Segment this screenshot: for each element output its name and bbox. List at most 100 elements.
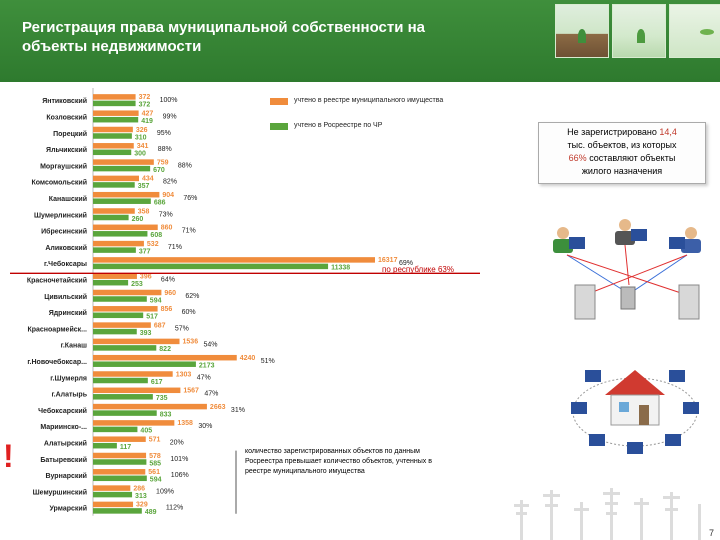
percent-label: 76% bbox=[183, 195, 197, 202]
bar-registry bbox=[93, 240, 144, 247]
bar-registry bbox=[93, 143, 134, 149]
category-label: Яльчикский bbox=[46, 146, 87, 154]
percent-label: 109% bbox=[156, 488, 174, 495]
category-label: Урмарский bbox=[49, 505, 87, 513]
percent-label: 112% bbox=[166, 505, 183, 512]
value-label-registry: 687 bbox=[154, 322, 166, 329]
category-label: г.Шумерля bbox=[50, 375, 87, 382]
value-label-registry: 434 bbox=[142, 176, 154, 183]
bar-rosreestr bbox=[93, 328, 137, 335]
value-label-registry: 532 bbox=[147, 241, 159, 248]
category-label: Чебоксарский bbox=[38, 407, 87, 415]
percent-label: 31% bbox=[231, 407, 245, 414]
bar-rosreestr bbox=[93, 100, 136, 107]
bar-registry bbox=[93, 94, 136, 100]
bar-rosreestr bbox=[93, 231, 148, 237]
value-label-rosreestr: 594 bbox=[150, 297, 162, 304]
bar-registry bbox=[93, 273, 137, 279]
bar-rosreestr bbox=[93, 442, 117, 449]
percent-label: 106% bbox=[171, 472, 189, 479]
bar-registry bbox=[93, 306, 158, 312]
value-label-rosreestr: 608 bbox=[150, 232, 162, 239]
bar-registry bbox=[93, 110, 139, 116]
value-label-registry: 16317 bbox=[378, 257, 398, 264]
percent-label: 88% bbox=[158, 146, 172, 153]
value-label-rosreestr: 419 bbox=[141, 118, 153, 125]
bar-registry bbox=[93, 469, 146, 475]
category-label: г.Канаш bbox=[61, 343, 88, 350]
bar-rosreestr bbox=[93, 279, 129, 286]
exclamation-icon: ! bbox=[3, 438, 14, 474]
bar-registry bbox=[93, 485, 131, 491]
bar-rosreestr bbox=[93, 459, 147, 465]
percent-label: 71% bbox=[182, 228, 196, 235]
republic-average-label: по республике 63% bbox=[382, 265, 454, 274]
category-label: Алатырский bbox=[44, 439, 87, 447]
page-number: 7 bbox=[708, 528, 714, 538]
bar-registry bbox=[93, 224, 158, 231]
category-label: Ибресинский bbox=[41, 228, 87, 236]
legend-rosreestr-swatch bbox=[270, 123, 288, 130]
value-label-registry: 1358 bbox=[177, 420, 193, 427]
bar-rosreestr bbox=[93, 214, 129, 221]
percent-label: 20% bbox=[170, 439, 184, 446]
percent-label: 71% bbox=[168, 244, 182, 251]
network-computers-icon bbox=[553, 219, 701, 320]
value-label-rosreestr: 686 bbox=[154, 199, 166, 206]
bar-rosreestr bbox=[93, 182, 135, 188]
value-label-rosreestr: 393 bbox=[140, 330, 152, 337]
percent-label: 73% bbox=[159, 211, 173, 218]
category-label: Шумерлинский bbox=[34, 211, 87, 219]
value-label-rosreestr: 2173 bbox=[199, 362, 215, 369]
value-label-rosreestr: 357 bbox=[138, 183, 150, 190]
value-label-rosreestr: 517 bbox=[146, 314, 158, 321]
value-label-rosreestr: 735 bbox=[156, 395, 168, 402]
bar-registry bbox=[93, 403, 207, 410]
percent-label: 47% bbox=[197, 374, 211, 381]
branch-photo bbox=[669, 4, 720, 58]
bar-registry bbox=[93, 257, 375, 263]
category-label: Шемуршинский bbox=[33, 488, 87, 496]
legend-registry-label: учтено в реестре муниципального имуществ… bbox=[294, 97, 444, 104]
bar-rosreestr bbox=[93, 361, 196, 367]
bar-rosreestr bbox=[93, 312, 144, 319]
bar-registry bbox=[93, 126, 133, 133]
bar-rosreestr bbox=[93, 394, 153, 400]
value-label-rosreestr: 670 bbox=[153, 167, 165, 174]
bar-rosreestr bbox=[93, 263, 329, 270]
value-label-registry: 759 bbox=[157, 159, 169, 166]
value-label-registry: 1536 bbox=[183, 339, 199, 346]
category-label: г.Новочебоксар... bbox=[27, 358, 87, 366]
value-label-rosreestr: 405 bbox=[140, 428, 152, 435]
category-label: Цивильский bbox=[44, 293, 87, 301]
value-label-registry: 960 bbox=[164, 290, 176, 297]
bar-rosreestr bbox=[93, 410, 157, 416]
page-title: Регистрация права муниципальной собствен… bbox=[22, 19, 426, 55]
value-label-registry: 1567 bbox=[183, 388, 199, 395]
value-label-rosreestr: 253 bbox=[131, 281, 143, 288]
bar-registry bbox=[93, 175, 139, 182]
percent-label: 99% bbox=[163, 113, 177, 120]
category-label: Канашский bbox=[49, 195, 87, 203]
header-band: Регистрация права муниципальной собствен… bbox=[0, 0, 720, 82]
bar-registry bbox=[93, 338, 180, 345]
bar-registry bbox=[93, 208, 135, 214]
percent-label: 69% bbox=[399, 260, 413, 267]
legend-rosreestr-label: учтено в Росреестре по ЧР bbox=[294, 122, 383, 129]
category-label: Мариинско-... bbox=[40, 424, 87, 431]
percent-label: 88% bbox=[178, 162, 192, 169]
value-label-rosreestr: 822 bbox=[159, 346, 171, 353]
bar-registry bbox=[93, 354, 237, 361]
bar-rosreestr bbox=[93, 296, 147, 302]
seedling-photo bbox=[555, 4, 609, 58]
percent-label: 51% bbox=[261, 358, 275, 365]
bar-registry bbox=[93, 289, 162, 296]
category-label: г.Чебоксары bbox=[44, 260, 87, 268]
value-label-registry: 358 bbox=[138, 208, 150, 215]
bar-rosreestr bbox=[93, 491, 133, 498]
bar-rosreestr bbox=[93, 198, 151, 204]
bar-registry bbox=[93, 371, 173, 377]
percent-label: 54% bbox=[204, 342, 218, 349]
value-label-registry: 372 bbox=[139, 94, 151, 101]
